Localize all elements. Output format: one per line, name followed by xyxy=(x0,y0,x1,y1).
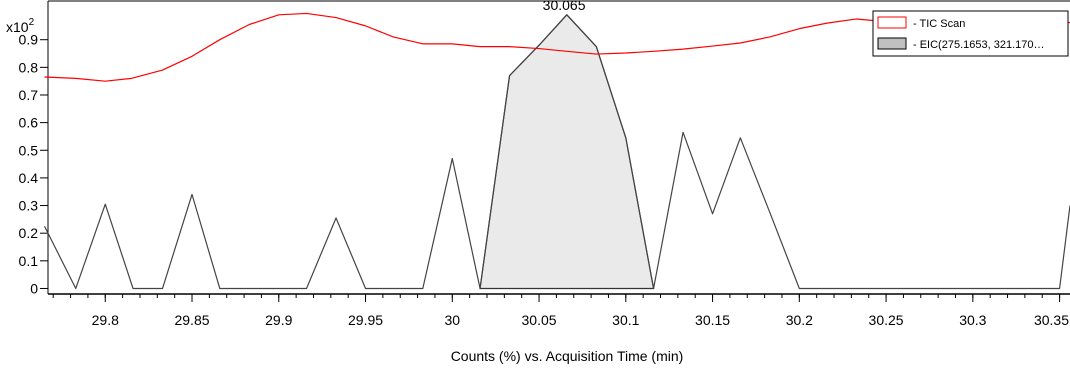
y-tick-label: 0.3 xyxy=(19,198,39,214)
y-axis-ticks: 0 0.1 0.2 0.3 0.4 0.5 0.6 0.7 0.8 0.9 xyxy=(19,32,48,296)
y-tick-label: 0.8 xyxy=(19,59,39,75)
x-tick-label: 30.1 xyxy=(612,312,639,328)
y-tick-label: 0.7 xyxy=(19,87,39,103)
eic-peak-fill xyxy=(479,13,655,290)
peak-label: 30.065 xyxy=(543,0,586,13)
y-tick-label: 0.1 xyxy=(19,253,39,269)
series-layer xyxy=(43,12,1070,290)
legend: - TIC Scan - EIC(275.1653, 321.170… xyxy=(872,10,1069,57)
x-tick-label: 29.95 xyxy=(348,312,383,328)
x-tick-label: 30 xyxy=(444,312,460,328)
y-tick-label: 0.4 xyxy=(19,170,39,186)
legend-swatch-tic xyxy=(877,16,907,29)
y-tick-label: 0.9 xyxy=(19,32,39,48)
x-tick-label: 30.2 xyxy=(786,312,813,328)
y-tick-label: 0.6 xyxy=(19,115,39,131)
x-tick-label: 30.3 xyxy=(959,312,986,328)
x-tick-label: 29.9 xyxy=(265,312,292,328)
y-scale-base: x10 xyxy=(6,19,29,35)
y-tick-label: 0 xyxy=(30,280,38,296)
legend-label-eic: - EIC(275.1653, 321.170… xyxy=(913,39,1044,51)
legend-label-tic: - TIC Scan xyxy=(913,18,965,30)
y-tick-label: 0.2 xyxy=(19,225,39,241)
legend-swatch-eic xyxy=(877,37,907,50)
x-tick-label: 30.25 xyxy=(869,312,904,328)
x-tick-label: 29.8 xyxy=(92,312,119,328)
y-scale-label: x102 xyxy=(6,17,35,35)
y-scale-exponent: 2 xyxy=(29,17,35,28)
x-axis-title: Counts (%) vs. Acquisition Time (min) xyxy=(451,348,684,364)
y-tick-label: 0.5 xyxy=(19,142,39,158)
x-tick-label: 30.15 xyxy=(695,312,730,328)
x-tick-label: 30.35 xyxy=(1034,312,1069,328)
x-tick-label: 30.05 xyxy=(522,312,557,328)
eic-series-line xyxy=(43,14,1070,290)
x-axis-ticks: 29.8 29.85 29.9 29.95 30 30.05 30.1 30.15 30.2 30… xyxy=(52,294,1069,328)
x-tick-label: 29.85 xyxy=(174,312,209,328)
